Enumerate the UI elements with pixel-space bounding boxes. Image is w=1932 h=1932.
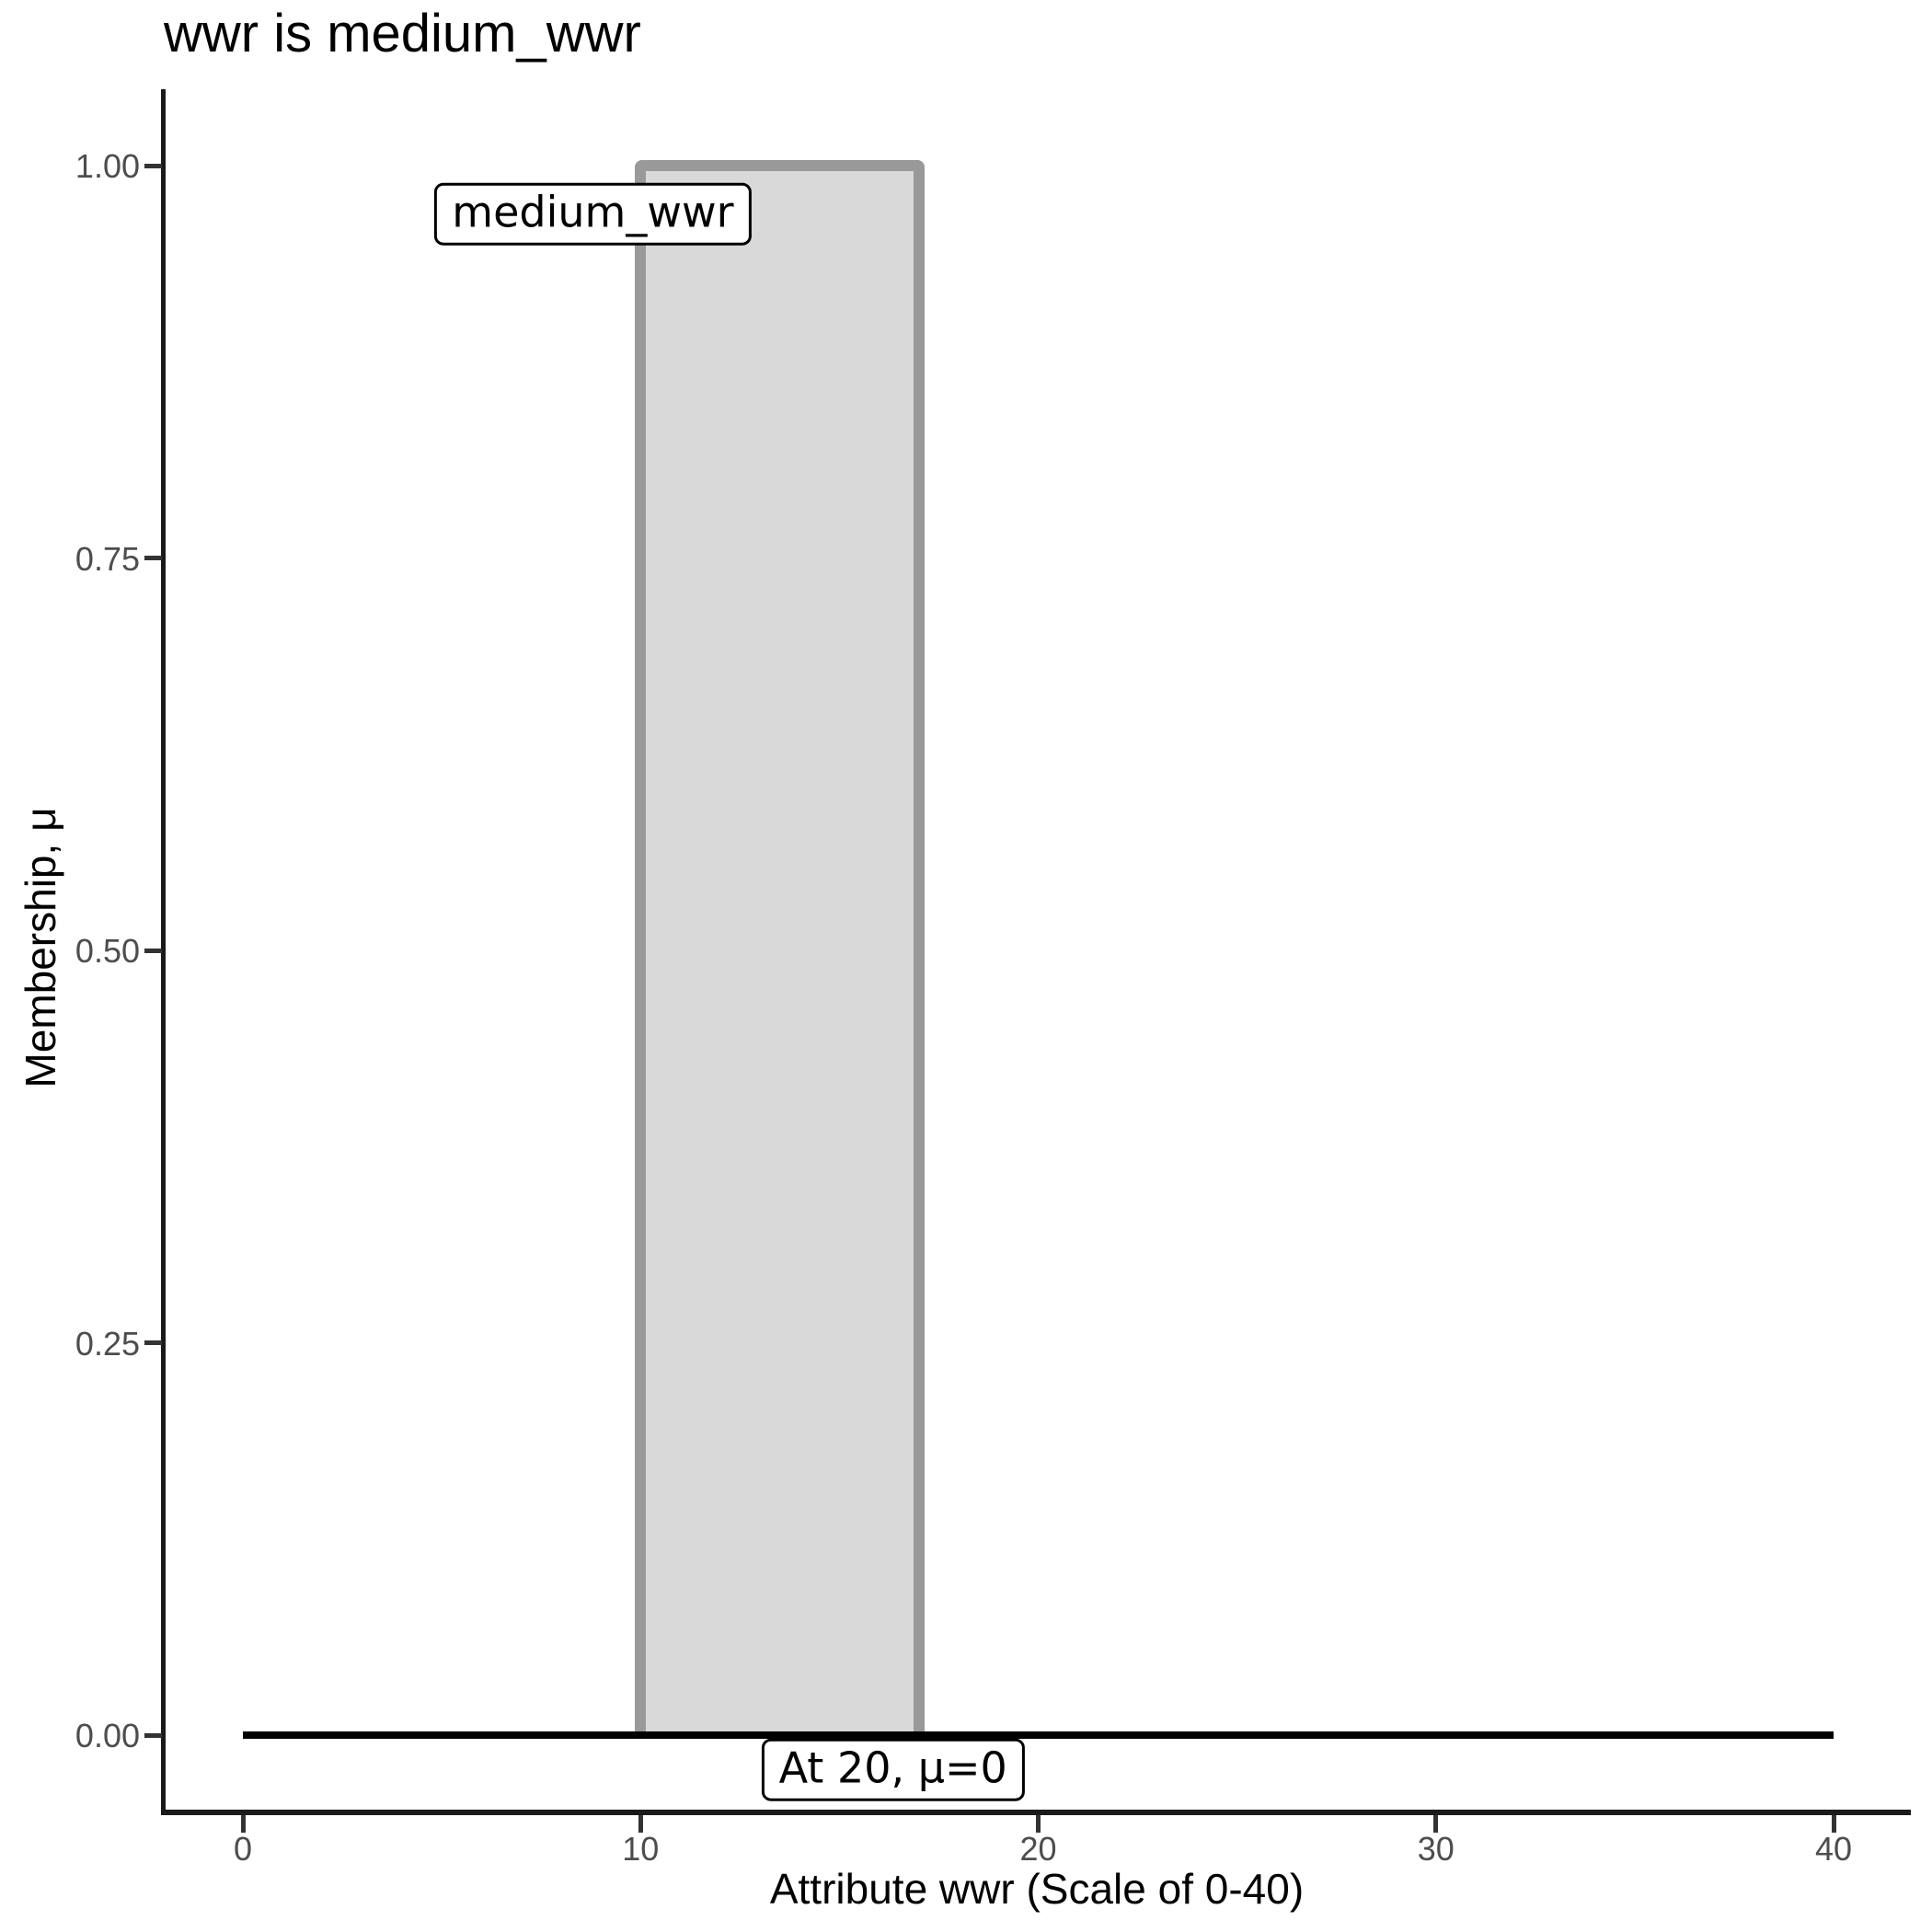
y-tick-mark [144, 1732, 162, 1738]
x-tick-mark [1831, 1815, 1836, 1833]
x-tick-mark [240, 1815, 246, 1833]
y-tick-mark [144, 1340, 162, 1345]
y-tick-mark [144, 556, 162, 560]
x-tick-label: 0 [233, 1830, 253, 1868]
x-axis-line [161, 1810, 1911, 1815]
y-axis-line [161, 89, 166, 1815]
y-tick-label: 0.00 [75, 1717, 140, 1754]
x-tick-label: 40 [1814, 1830, 1853, 1868]
annotation-eval-point-label: At 20, μ=0 [761, 1738, 1025, 1801]
y-tick-label: 0.25 [75, 1324, 140, 1363]
x-tick-mark [1036, 1815, 1041, 1833]
y-tick-label: 0.75 [75, 539, 140, 578]
activation-level-line [243, 1731, 1834, 1739]
x-tick-label: 20 [1019, 1830, 1057, 1868]
membership-function-shape [635, 160, 925, 1735]
x-tick-label: 10 [622, 1830, 660, 1868]
x-axis-title: Attribute wwr (Scale of 0-40) [769, 1865, 1305, 1913]
y-tick-label: 0.50 [75, 932, 140, 970]
y-tick-label: 1.00 [75, 147, 140, 185]
y-tick-mark [144, 163, 162, 168]
chart-title: wwr is medium_wwr [164, 4, 641, 63]
x-tick-mark [638, 1815, 643, 1833]
x-tick-label: 30 [1417, 1830, 1455, 1868]
x-tick-mark [1433, 1815, 1439, 1833]
annotation-set-name-label: medium_wwr [434, 182, 752, 247]
y-tick-mark [144, 948, 162, 953]
